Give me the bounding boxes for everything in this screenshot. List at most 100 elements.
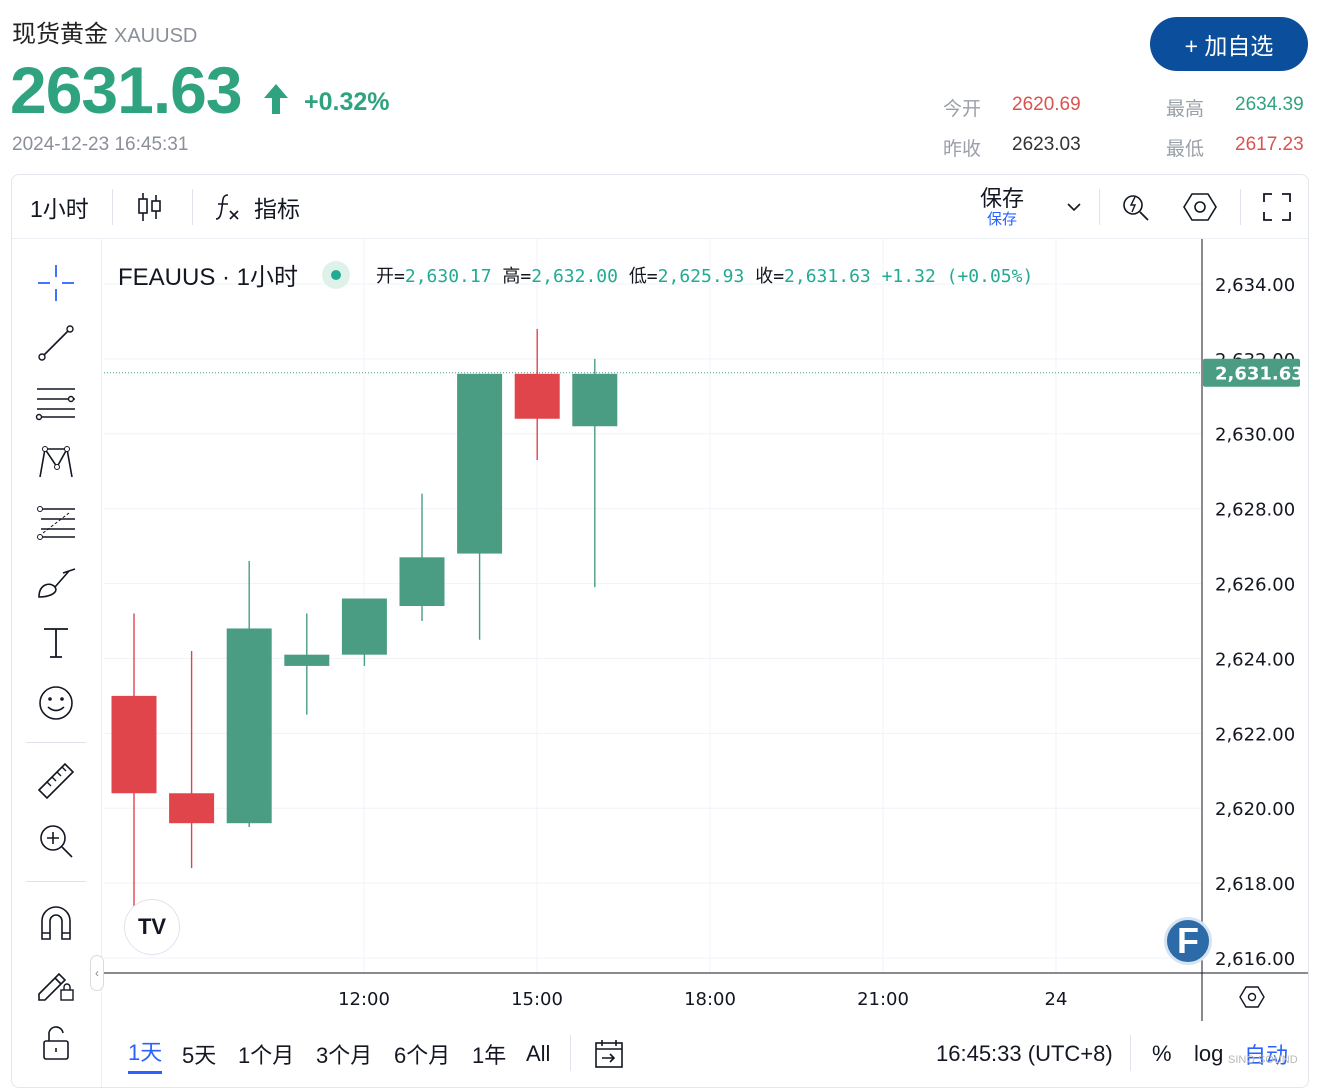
stat-high-label: 最高 [1166, 99, 1205, 120]
goto-date-button[interactable] [592, 1021, 626, 1087]
settings-button[interactable] [1182, 175, 1218, 239]
range-1m[interactable]: 1个月 [238, 1043, 295, 1068]
interval-selector[interactable]: 1小时 [30, 196, 89, 222]
range-all[interactable]: All [526, 1041, 551, 1066]
text-tool[interactable] [34, 621, 78, 665]
candle-body [399, 557, 445, 606]
horizontal-lines-icon [35, 388, 75, 421]
zoom-in-tool[interactable] [34, 819, 78, 863]
stat-low-label: 最低 [1166, 139, 1205, 160]
legend-low-label: 低= [628, 265, 658, 287]
trend-line-icon [38, 325, 74, 361]
candle-style-button[interactable] [136, 175, 164, 239]
drawing-tools-panel [12, 239, 102, 1087]
percent-scale-toggle[interactable]: % [1152, 1041, 1172, 1066]
stat-prevclose-value: 2623.03 [1012, 134, 1081, 155]
x-tick-label: 18:00 [684, 989, 736, 1010]
y-tick-label: 2,616.00 [1215, 949, 1295, 970]
text-icon [44, 628, 68, 658]
axis-settings-icon[interactable] [1239, 986, 1265, 1008]
current-price-badge [1203, 358, 1300, 387]
brush-tool[interactable] [34, 561, 78, 605]
range-1d-label: 1天 [128, 1035, 163, 1074]
market-status-dot[interactable] [322, 260, 351, 289]
y-tick-label: 2,626.00 [1215, 575, 1295, 596]
save-button[interactable]: 保存 保存 [980, 175, 1024, 239]
instrument-symbol: XAUUSD [114, 25, 198, 47]
stat-open-value: 2620.69 [1012, 94, 1081, 115]
stat-prevclose-label: 昨收 [943, 139, 982, 160]
fullscreen-button[interactable] [1262, 175, 1292, 239]
save-sublabel: 保存 [987, 210, 1018, 228]
watermark-logo: SINO SOUND [1228, 1054, 1298, 1066]
lock-drawings-tool[interactable] [34, 961, 78, 1005]
y-tick-label: 2,620.00 [1215, 799, 1295, 820]
quick-search-button[interactable] [1120, 175, 1152, 239]
legend-close: 2,631.63 [784, 265, 871, 287]
legend-open-label: 开= [376, 265, 405, 287]
pattern-icon [39, 446, 73, 478]
stat-low-value: 2617.23 [1235, 134, 1304, 155]
y-tick-label: 2,630.00 [1215, 425, 1295, 446]
candle-body [572, 373, 618, 427]
last-price: 2631.63 [10, 53, 243, 127]
brush-icon [38, 568, 76, 598]
log-scale-toggle[interactable]: log [1194, 1041, 1224, 1066]
zoom-in-icon [40, 825, 73, 858]
x-tick-label: 15:00 [511, 989, 563, 1010]
collapse-toolbar-button[interactable]: ‹ [90, 955, 104, 991]
ruler-icon [37, 762, 75, 800]
x-tick-label: 12:00 [338, 989, 390, 1010]
up-arrow-icon [264, 84, 288, 114]
crosshair-icon [38, 265, 74, 301]
add-watchlist-button[interactable]: + 加自选 [1150, 17, 1308, 71]
legend-ohlc: 开=2,630.17 高=2,632.00 低=2,625.93 收=2,631… [376, 262, 1033, 288]
emoji-icon [39, 686, 73, 720]
current-price-label: 2,631.63 [1215, 364, 1304, 385]
function-icon [215, 194, 239, 220]
legend-title: FEAUUS · 1小时 [118, 264, 299, 291]
stat-high-value: 2634.39 [1235, 94, 1304, 115]
indicators-label: 指标 [254, 196, 300, 222]
y-tick-label: 2,628.00 [1215, 500, 1295, 521]
candle-body [341, 598, 387, 655]
candle-body [457, 373, 503, 554]
pattern-tool[interactable] [34, 441, 78, 485]
save-menu-toggle[interactable] [1066, 175, 1082, 239]
candle-body [226, 628, 272, 824]
emoji-tool[interactable] [34, 681, 78, 725]
settings-hexagon-icon [1183, 193, 1217, 221]
change-percent: +0.32% [304, 88, 390, 116]
chart-toolbar: 1小时 指标 保存 保存 [12, 175, 1308, 239]
candle-body [169, 793, 215, 824]
trend-line-tool[interactable] [34, 321, 78, 365]
clock-timezone[interactable]: 16:45:33 (UTC+8) [936, 1041, 1113, 1066]
horizontal-lines-tool[interactable] [34, 381, 78, 425]
ruler-tool[interactable] [34, 759, 78, 803]
price-chart[interactable]: 2,634.00 2,632.00 2,630.00 2,628.00 2,626.00… [12, 175, 1309, 1087]
magnet-tool[interactable] [34, 901, 78, 945]
lock-draw-icon [38, 972, 74, 1001]
unlock-tool[interactable] [34, 1021, 78, 1065]
fullscreen-icon [1263, 193, 1291, 221]
fib-tool[interactable] [34, 501, 78, 545]
tradingview-logo[interactable]: TV [124, 899, 180, 955]
chart-legend: FEAUUS · 1小时 开=2,630.17 高=2,632.00 低=2,6… [118, 257, 1033, 292]
range-5d[interactable]: 5天 [182, 1043, 217, 1068]
range-bar: 1天 5天 1个月 3个月 6个月 1年 All 16:45:33 (UTC+8… [104, 1021, 1308, 1087]
y-tick-label: 2,622.00 [1215, 724, 1295, 745]
instrument-title: 现货黄金 XAUUSD [12, 14, 197, 49]
y-tick-label: 2,624.00 [1215, 649, 1295, 670]
range-1y[interactable]: 1年 [472, 1043, 507, 1068]
axis-settings-icon-center [1247, 992, 1257, 1002]
range-6m[interactable]: 6个月 [394, 1043, 451, 1068]
range-1d[interactable]: 1天 [128, 1021, 163, 1087]
crosshair-tool[interactable] [34, 261, 78, 305]
range-3m[interactable]: 3个月 [316, 1043, 373, 1068]
magnet-icon [41, 906, 71, 940]
indicators-button[interactable]: 指标 [212, 175, 300, 239]
legend-low: 2,625.93 [657, 265, 745, 287]
x-tick-label: 21:00 [857, 989, 909, 1010]
candle-body [111, 695, 157, 794]
auto-scale-toggle[interactable]: 自动 [1244, 1043, 1289, 1068]
